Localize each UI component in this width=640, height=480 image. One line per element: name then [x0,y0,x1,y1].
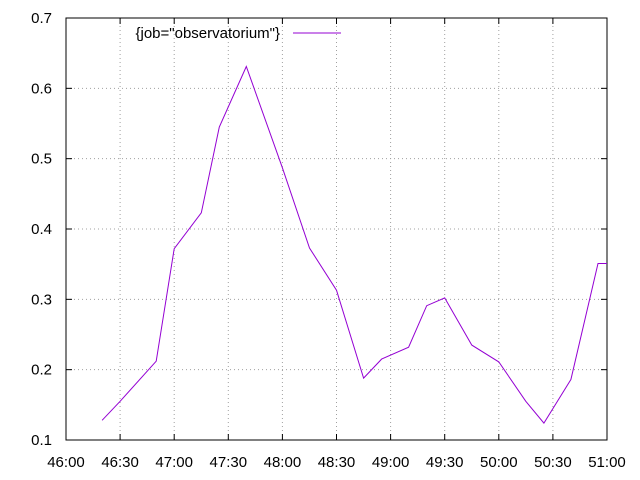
legend: {job="observatorium"} [136,25,341,42]
x-tick-label: 50:00 [480,454,518,471]
y-tick-label: 0.1 [31,432,52,449]
y-tick-label: 0.4 [31,221,52,238]
series [101,65,607,424]
series-line [101,65,607,424]
x-tick-label: 47:30 [210,454,248,471]
x-tick-label: 48:00 [264,454,302,471]
y-tick-label: 0.5 [31,151,52,168]
grid [66,18,607,440]
x-tick-label: 49:30 [426,454,464,471]
legend-label: {job="observatorium"} [136,25,281,42]
x-tick-label: 48:30 [318,454,356,471]
x-tick-label: 51:00 [588,454,626,471]
tick-labels: 0.1 0.2 0.3 0.4 0.5 0.6 0.7 46:00 46:30 47:00 47:3… [31,10,626,471]
plot-border [65,17,608,441]
x-tick-label: 46:30 [101,454,139,471]
y-tick-label: 0.7 [31,10,52,27]
axes [65,17,608,441]
x-tick-label: 46:00 [47,454,85,471]
y-tick-label: 0.6 [31,80,52,97]
x-tick-label: 50:30 [534,454,572,471]
y-tick-label: 0.3 [31,291,52,308]
x-tick-label: 49:00 [372,454,410,471]
y-tick-label: 0.2 [31,362,52,379]
x-tick-label: 47:00 [155,454,193,471]
